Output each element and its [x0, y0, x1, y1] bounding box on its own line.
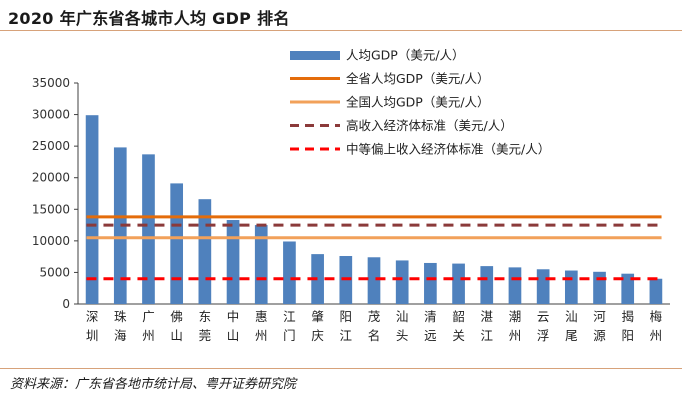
x-tick-label: 江门 — [283, 309, 296, 343]
bar — [254, 225, 268, 304]
y-tick-label: 15000 — [32, 202, 70, 216]
bar — [508, 267, 522, 304]
title-divider — [0, 30, 682, 31]
legend-label: 中等偏上收入经济体标准（美元/人） — [346, 142, 550, 157]
bar — [452, 263, 465, 304]
x-tick-label: 揭阳 — [621, 309, 634, 343]
y-tick-label: 25000 — [32, 139, 70, 153]
x-tick-label: 潮州 — [509, 309, 522, 343]
x-tick-label: 阳江 — [340, 309, 353, 343]
y-tick-label: 35000 — [32, 76, 70, 90]
legend-label: 高收入经济体标准（美元/人） — [346, 118, 513, 133]
chart-title: 2020 年广东省各城市人均 GDP 排名 — [8, 9, 290, 28]
x-tick-label: 汕尾 — [565, 309, 578, 343]
bar — [564, 270, 578, 304]
x-tick-label: 汕头 — [396, 309, 409, 343]
x-tick-label: 清远 — [424, 309, 437, 343]
y-tick-label: 5000 — [39, 265, 70, 279]
bar — [395, 260, 409, 304]
bar — [593, 271, 606, 304]
footer-divider — [0, 368, 682, 369]
legend-label: 全省人均GDP（美元/人） — [346, 71, 490, 86]
bar — [142, 154, 155, 304]
x-tick-label: 韶关 — [452, 309, 465, 343]
bar — [283, 241, 296, 304]
bar — [536, 269, 550, 304]
legend-label: 人均GDP（美元/人） — [346, 48, 465, 63]
bar — [226, 220, 240, 304]
bar — [367, 257, 381, 304]
x-tick-label: 云浮 — [537, 309, 550, 343]
x-tick-label: 湛江 — [481, 309, 494, 343]
source-note: 资料来源：广东省各地市统计局、粤开证券研究院 — [10, 377, 297, 392]
bar — [649, 278, 663, 304]
x-tick-label: 肇庆 — [311, 309, 324, 343]
bar — [198, 199, 212, 304]
legend: 人均GDP（美元/人） 全省人均GDP（美元/人） 全国人均GDP（美元/人） 高收入… — [290, 48, 550, 157]
bar — [85, 115, 99, 305]
y-tick-label: 30000 — [32, 108, 70, 122]
bar — [424, 262, 437, 304]
x-tick-label: 东莞 — [199, 309, 212, 343]
bar — [311, 254, 324, 304]
bar — [480, 266, 494, 304]
x-tick-label: 深圳 — [86, 309, 99, 343]
legend-swatch — [290, 51, 340, 60]
y-tick-label: 20000 — [32, 171, 70, 185]
x-tick-label: 中山 — [227, 309, 240, 343]
x-tick-label: 梅州 — [650, 309, 663, 343]
legend-label: 全国人均GDP（美元/人） — [346, 95, 490, 110]
x-tick-label: 惠州 — [255, 309, 268, 343]
x-tick-label: 茂名 — [368, 309, 381, 343]
plot-area: 0 5000 10000 15000 20000 25000 30000 35000 深圳珠海广… — [32, 76, 670, 343]
x-tick-label: 广州 — [142, 309, 155, 343]
x-tick-label: 珠海 — [114, 309, 127, 343]
x-tick-label: 河源 — [593, 309, 606, 343]
bar — [621, 273, 635, 304]
bar — [113, 147, 127, 304]
x-tick-label: 佛山 — [170, 309, 183, 343]
y-tick-label: 0 — [62, 297, 70, 311]
bar — [170, 183, 184, 304]
y-tick-label: 10000 — [32, 234, 70, 248]
